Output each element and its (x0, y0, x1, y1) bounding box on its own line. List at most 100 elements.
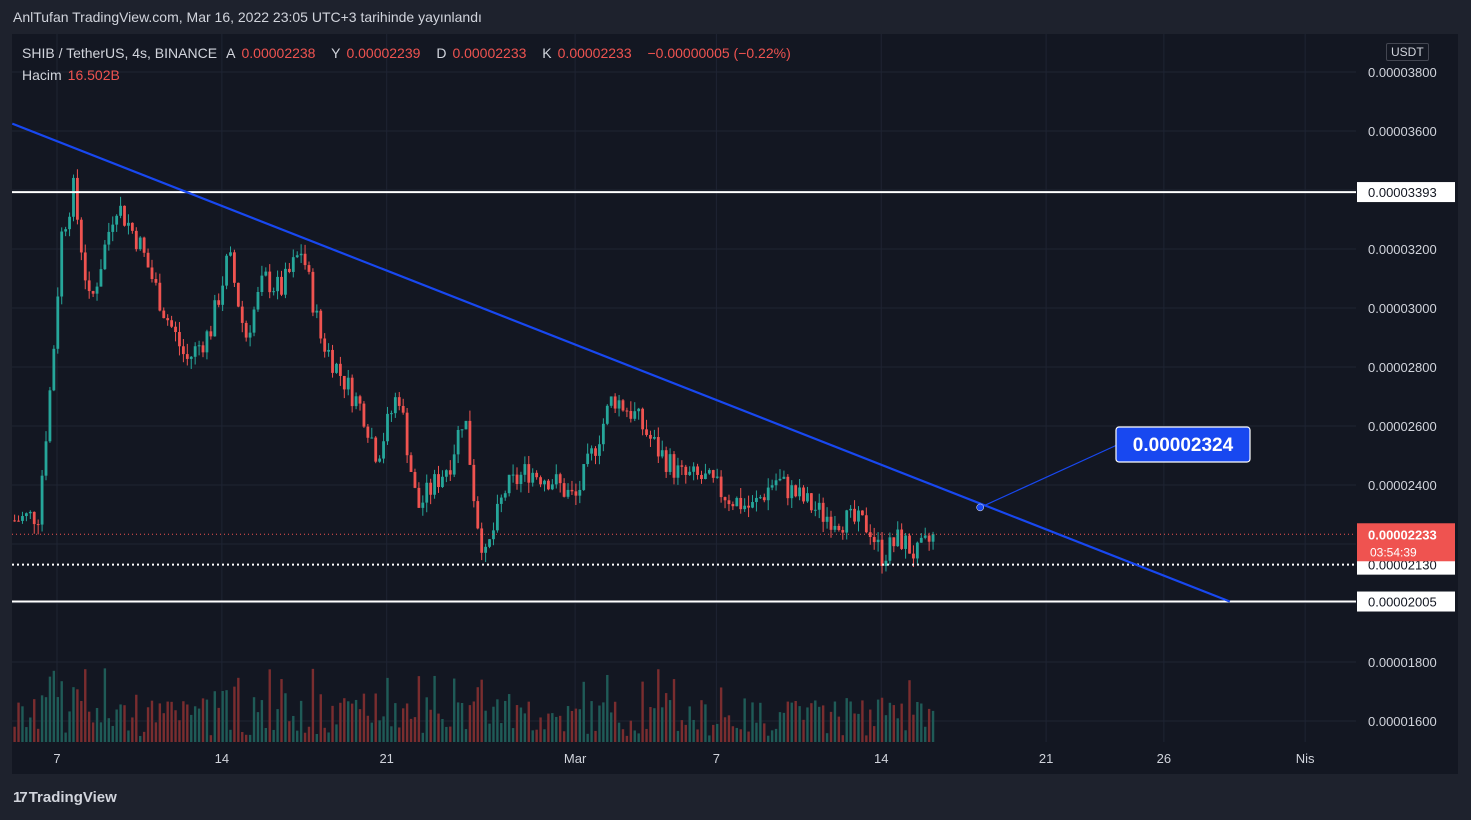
candle-body (535, 472, 539, 478)
candle-body (181, 346, 185, 355)
price-tick-label: 0.00001800 (1368, 655, 1437, 670)
volume-bar (354, 699, 358, 742)
volume-bar (543, 729, 546, 742)
candle-body (645, 429, 648, 435)
candle-body (731, 504, 735, 507)
candle-body (743, 505, 747, 510)
currency-button[interactable]: USDT (1386, 43, 1429, 61)
candle-body (79, 219, 83, 253)
close-value: 0.00002233 (557, 45, 632, 61)
candle-body (864, 515, 868, 533)
time-axis[interactable] (12, 742, 1458, 774)
candle-body (527, 464, 531, 483)
volume-bar (504, 700, 507, 742)
volume-bar (743, 698, 746, 742)
candle-body (107, 231, 111, 245)
candle-body (861, 510, 864, 516)
candle-body (876, 539, 880, 543)
candle-body (56, 296, 60, 349)
candle-body (594, 448, 597, 456)
candle-body (755, 497, 758, 503)
volume-bar (821, 705, 825, 742)
volume-bar (547, 713, 550, 742)
candle-body (617, 400, 621, 409)
volume-bar (570, 710, 574, 742)
candle-body (13, 520, 17, 522)
volume-bar (653, 708, 656, 742)
candle-body (676, 465, 680, 478)
volume-bar (48, 676, 52, 742)
candle-body (813, 509, 817, 511)
volume-bar (492, 706, 495, 742)
volume-bar (103, 668, 107, 742)
volume-bar (437, 713, 440, 742)
volume-bar (162, 713, 165, 742)
volume-bar (825, 733, 829, 742)
candle-body (397, 397, 401, 406)
candle-body (260, 275, 264, 292)
candle-body (205, 331, 209, 353)
candle-body (119, 205, 122, 216)
candle-body (833, 525, 837, 530)
candle-body (798, 487, 802, 497)
candle-body (32, 511, 36, 525)
candle-body (904, 535, 907, 549)
candle-body (915, 542, 919, 559)
candle-body (103, 244, 107, 270)
candle-body (456, 429, 460, 455)
candle-body (209, 331, 213, 337)
volume-bar (480, 679, 483, 742)
volume-bar (170, 701, 173, 742)
volume-bar (558, 715, 562, 742)
volume-bar (264, 728, 268, 742)
candle-body (495, 503, 499, 531)
candle-countdown: 03:54:39 (1370, 545, 1417, 559)
volume-bar (60, 681, 63, 742)
volume-bar (896, 718, 899, 742)
candle-body (276, 276, 279, 292)
volume-bar (421, 732, 425, 742)
volume-bar (712, 724, 715, 742)
candle-body (829, 516, 833, 530)
volume-bar (299, 700, 303, 742)
volume-bar (527, 701, 530, 742)
candle-body (817, 502, 821, 510)
close-label: K (542, 45, 552, 61)
candle-body (919, 537, 923, 543)
candle-body (386, 413, 389, 442)
candle-body (464, 420, 468, 430)
candle-body (178, 332, 181, 347)
candle-body (405, 412, 409, 456)
volume-bar (52, 670, 56, 742)
candle-body (233, 252, 236, 283)
volume-bar (394, 703, 397, 742)
volume-bar (107, 718, 111, 742)
candle-body (845, 510, 849, 533)
low-value: 0.00002233 (452, 45, 527, 61)
candle-body (68, 216, 71, 230)
volume-bar (511, 728, 515, 742)
volume-bar (715, 723, 719, 742)
volume-bar (268, 669, 271, 742)
candle-body (44, 441, 48, 476)
candle-body (601, 423, 605, 445)
volume-bar (790, 702, 793, 742)
volume-bar (33, 699, 36, 742)
candle-body (656, 437, 660, 457)
symbol-label[interactable]: SHIB / TetherUS, 4s, BINANCE (22, 45, 218, 61)
volume-bar (401, 708, 405, 742)
candle-body (256, 291, 260, 310)
candle-body (806, 493, 809, 502)
volume-bar (378, 720, 381, 742)
candle-body (390, 413, 393, 415)
candle-body (189, 356, 193, 359)
candle-body (366, 426, 370, 438)
price-axis[interactable] (1356, 34, 1458, 742)
candle-body (268, 271, 272, 293)
candle-body (433, 474, 436, 495)
candle-body (323, 338, 327, 352)
volume-bar (68, 711, 71, 742)
volume-bar (25, 727, 28, 742)
candle-body (272, 291, 276, 293)
volume-bar (237, 677, 240, 742)
